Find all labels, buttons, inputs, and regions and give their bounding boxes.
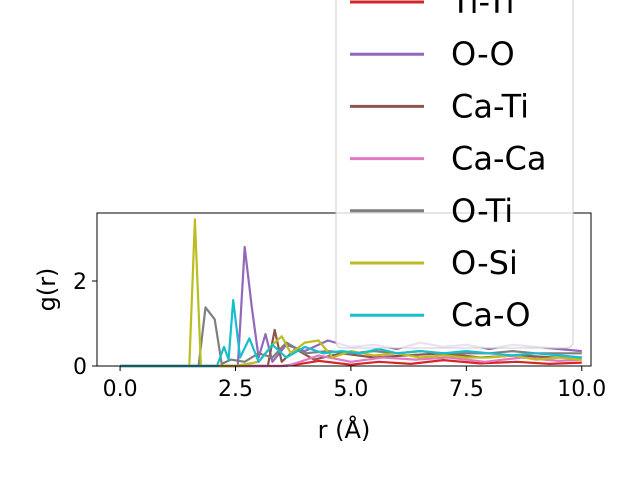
y-axis: 02 <box>73 270 97 380</box>
legend-label: O-O <box>451 35 515 73</box>
series-line-ca-o <box>120 299 582 368</box>
y-tick-label: 2 <box>73 270 87 295</box>
legend-label: O-Ti <box>451 192 513 230</box>
legend-label: Ca-Ti <box>451 87 529 125</box>
x-tick-label: 10.0 <box>557 377 606 402</box>
legend: Ti-Ti O-O Ca-Ti Ca-Ca O-Ti O-Si Ca-O <box>335 0 574 349</box>
y-axis-label: g(r) <box>33 268 61 312</box>
y-tick-label: 0 <box>73 355 87 380</box>
x-axis: 0.0 2.5 5.0 7.5 10.0 <box>103 366 606 402</box>
x-tick-label: 2.5 <box>218 377 253 402</box>
x-axis-label: r (Å) <box>318 415 371 444</box>
legend-label: O-Si <box>451 244 518 282</box>
x-tick-label: 7.5 <box>449 377 484 402</box>
legend-label: Ca-Ca <box>451 140 546 178</box>
series-line-ti-ti <box>120 359 582 368</box>
x-tick-label: 0.0 <box>103 377 138 402</box>
x-tick-label: 5.0 <box>333 377 368 402</box>
legend-label: Ca-O <box>451 296 531 334</box>
legend-box <box>335 0 574 349</box>
legend-label: Ti-Ti <box>450 0 515 21</box>
